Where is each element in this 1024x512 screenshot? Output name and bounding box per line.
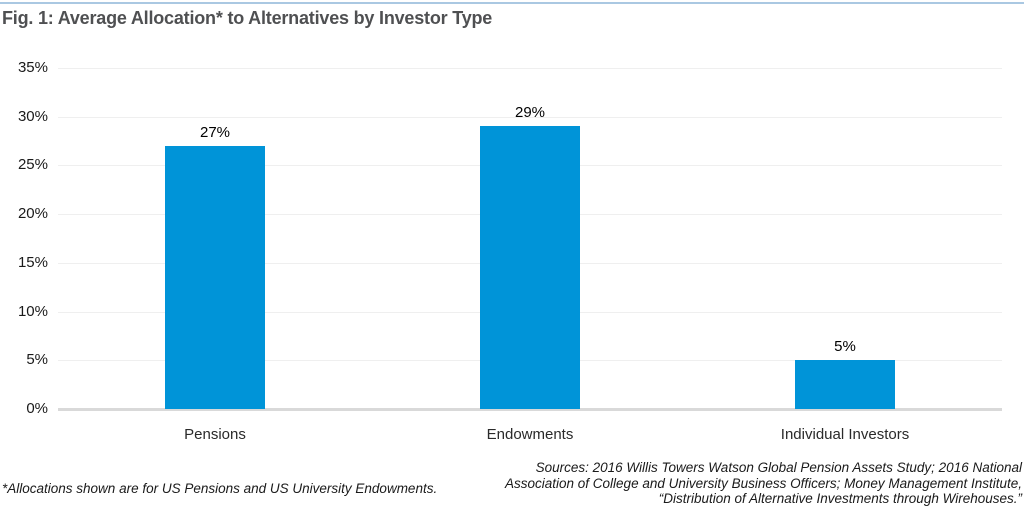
gridline-35 bbox=[58, 68, 1002, 69]
y-axis-tick-label: 0% bbox=[26, 400, 48, 417]
y-axis-tick-label: 30% bbox=[17, 108, 48, 125]
y-axis-tick-label: 10% bbox=[17, 303, 48, 320]
gridline-30 bbox=[58, 117, 1002, 118]
y-axis-tick-label: 5% bbox=[26, 351, 48, 368]
y-axis-tick-label: 35% bbox=[17, 59, 48, 76]
source-line-3: “Distribution of Alternative Investments… bbox=[658, 491, 1022, 507]
bar-pensions bbox=[165, 146, 265, 409]
footnote-sources: Sources: 2016 Willis Towers Watson Globa… bbox=[462, 460, 1022, 507]
figure-title: Fig. 1: Average Allocation* to Alternati… bbox=[2, 8, 493, 28]
source-line-1: Sources: 2016 Willis Towers Watson Globa… bbox=[535, 460, 1022, 475]
y-axis-tick-label: 15% bbox=[17, 254, 48, 271]
bar-value-label: 27% bbox=[199, 124, 231, 141]
bar-endowments bbox=[480, 126, 580, 409]
bar-value-label: 29% bbox=[514, 104, 546, 121]
source-line-2: Association of College and University Bu… bbox=[505, 475, 1022, 491]
footnote-allocations: *Allocations shown are for US Pensions a… bbox=[2, 481, 438, 496]
x-axis-label: Individual Investors bbox=[780, 426, 910, 443]
x-axis-line bbox=[58, 408, 1002, 411]
bar-value-label: 5% bbox=[834, 338, 856, 355]
y-axis-tick-label: 20% bbox=[17, 205, 48, 222]
x-axis-label: Pensions bbox=[184, 426, 246, 443]
top-rule bbox=[0, 2, 1024, 4]
y-axis-tick-label: 25% bbox=[17, 156, 48, 173]
bar-individual-investors bbox=[795, 360, 895, 409]
x-axis-label: Endowments bbox=[486, 426, 574, 443]
